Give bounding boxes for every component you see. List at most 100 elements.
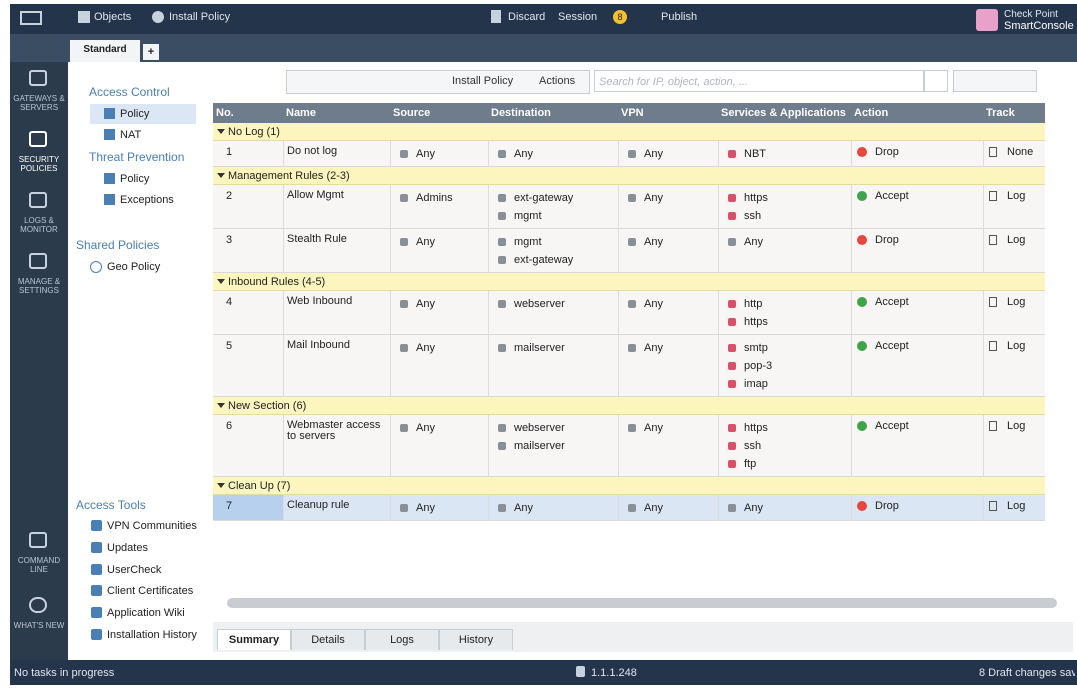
section-toggle[interactable]: [217, 129, 225, 134]
column-header[interactable]: Services & Applications: [721, 107, 846, 119]
sidebar-label[interactable]: COMMAND LINE: [17, 556, 61, 574]
rule-row[interactable]: [213, 185, 1045, 229]
services-item[interactable]: Any: [744, 502, 763, 514]
column-header[interactable]: Action: [854, 107, 889, 119]
vpn-item[interactable]: Any: [644, 298, 663, 310]
track[interactable]: Log: [1007, 500, 1026, 512]
search-button[interactable]: [924, 70, 948, 92]
track[interactable]: Log: [1007, 420, 1026, 432]
track[interactable]: Log: [1007, 190, 1026, 202]
vpn-item[interactable]: Any: [644, 342, 663, 354]
destination-item[interactable]: mailserver: [514, 342, 565, 354]
action[interactable]: Drop: [875, 146, 899, 158]
track[interactable]: None: [1007, 146, 1034, 158]
source-item[interactable]: Any: [416, 502, 435, 514]
destination-item[interactable]: webserver: [514, 422, 565, 434]
services-item[interactable]: ftp: [744, 458, 757, 470]
search-box[interactable]: Search for IP, object, action, ...: [594, 70, 924, 92]
rule-row[interactable]: [213, 291, 1045, 335]
section-title[interactable]: No Log (1): [228, 126, 280, 138]
track[interactable]: Log: [1007, 296, 1026, 308]
section-row[interactable]: [213, 167, 1045, 185]
nav-item[interactable]: NAT: [120, 129, 142, 141]
tool-item[interactable]: VPN Communities: [107, 520, 197, 532]
column-header[interactable]: Track: [986, 107, 1015, 119]
services-item[interactable]: https: [744, 192, 768, 204]
services-item[interactable]: https: [744, 422, 768, 434]
section-row[interactable]: [213, 397, 1045, 415]
install-policy[interactable]: Install Policy: [169, 11, 231, 23]
section-toggle[interactable]: [217, 483, 225, 488]
column-header[interactable]: VPN: [621, 107, 644, 119]
tool-item[interactable]: Client Certificates: [107, 585, 194, 598]
services-item[interactable]: http: [744, 298, 763, 310]
rule-name[interactable]: Cleanup rule: [287, 499, 350, 511]
filter-buttons[interactable]: [953, 70, 1037, 92]
column-header[interactable]: Destination: [491, 107, 551, 119]
destination-item[interactable]: ext-gateway: [514, 192, 574, 204]
bottom-tab[interactable]: Summary: [217, 629, 291, 650]
rule-number[interactable]: 5: [226, 340, 233, 352]
section-title[interactable]: Clean Up (7): [228, 480, 291, 492]
section-toggle[interactable]: [217, 403, 225, 408]
action[interactable]: Accept: [875, 190, 909, 202]
sidebar-label[interactable]: MANAGE & SETTINGS: [17, 277, 61, 295]
section-row[interactable]: [213, 477, 1045, 495]
section-title[interactable]: Management Rules (2-3): [228, 170, 350, 182]
bottom-tab[interactable]: Logs: [365, 629, 439, 650]
column-header[interactable]: No.: [216, 107, 234, 119]
services-item[interactable]: https: [744, 316, 768, 328]
rule-number[interactable]: 1: [226, 146, 233, 158]
publish[interactable]: Publish: [661, 11, 698, 23]
action[interactable]: Accept: [875, 296, 909, 308]
rule-number[interactable]: 2: [226, 190, 233, 202]
discard[interactable]: Discard: [508, 11, 546, 23]
destination-item[interactable]: mgmt: [514, 236, 542, 248]
source-item[interactable]: Any: [416, 422, 435, 434]
vpn-item[interactable]: Any: [644, 502, 663, 514]
source-item[interactable]: Any: [416, 148, 435, 160]
vpn-item[interactable]: Any: [644, 236, 663, 248]
objects-menu[interactable]: Objects: [94, 11, 132, 23]
policy-tab[interactable]: Standard: [70, 40, 140, 62]
track[interactable]: Log: [1007, 234, 1026, 246]
sidebar-label[interactable]: SECURITY POLICIES: [18, 155, 60, 173]
actions-menu[interactable]: Actions: [539, 75, 576, 87]
rule-name[interactable]: Webmaster access to servers: [287, 419, 381, 442]
section-toggle[interactable]: [217, 173, 225, 178]
destination-item[interactable]: mgmt: [514, 210, 542, 222]
app-menu-icon[interactable]: [20, 11, 42, 25]
rule-number[interactable]: 3: [226, 234, 233, 246]
sidebar-label[interactable]: WHAT'S NEW: [13, 621, 65, 630]
destination-item[interactable]: Any: [514, 148, 533, 160]
section-row[interactable]: [213, 273, 1045, 291]
services-item[interactable]: ssh: [744, 440, 762, 452]
nav-item[interactable]: Policy: [120, 173, 150, 185]
sidebar-label[interactable]: GATEWAYS & SERVERS: [13, 94, 65, 112]
destination-item[interactable]: ext-gateway: [514, 254, 574, 266]
destination-item[interactable]: mailserver: [514, 440, 565, 452]
vpn-item[interactable]: Any: [644, 148, 663, 160]
action[interactable]: Drop: [875, 500, 899, 512]
action[interactable]: Drop: [875, 234, 899, 246]
nav-item[interactable]: Exceptions: [120, 194, 174, 206]
rule-number[interactable]: 6: [226, 420, 233, 432]
tool-item[interactable]: UserCheck: [107, 563, 162, 576]
services-item[interactable]: ssh: [744, 210, 762, 222]
tool-item[interactable]: Updates: [107, 541, 148, 554]
rule-name[interactable]: Allow Mgmt: [287, 189, 344, 201]
source-item[interactable]: Any: [416, 298, 435, 310]
h-scrollbar[interactable]: [227, 598, 1057, 608]
tool-item[interactable]: Application Wiki: [107, 607, 185, 620]
install-policy-button[interactable]: Install Policy: [452, 75, 514, 87]
rule-name[interactable]: Stealth Rule: [287, 233, 347, 245]
services-item[interactable]: NBT: [744, 148, 766, 160]
source-item[interactable]: Any: [416, 342, 435, 354]
services-item[interactable]: smtp: [744, 342, 768, 354]
rule-name[interactable]: Mail Inbound: [287, 339, 350, 351]
nav-heading[interactable]: Access Tools: [76, 498, 146, 512]
source-item[interactable]: Admins: [416, 192, 453, 204]
action[interactable]: Accept: [875, 420, 909, 432]
rule-number[interactable]: 4: [226, 296, 233, 308]
vpn-item[interactable]: Any: [644, 192, 663, 204]
